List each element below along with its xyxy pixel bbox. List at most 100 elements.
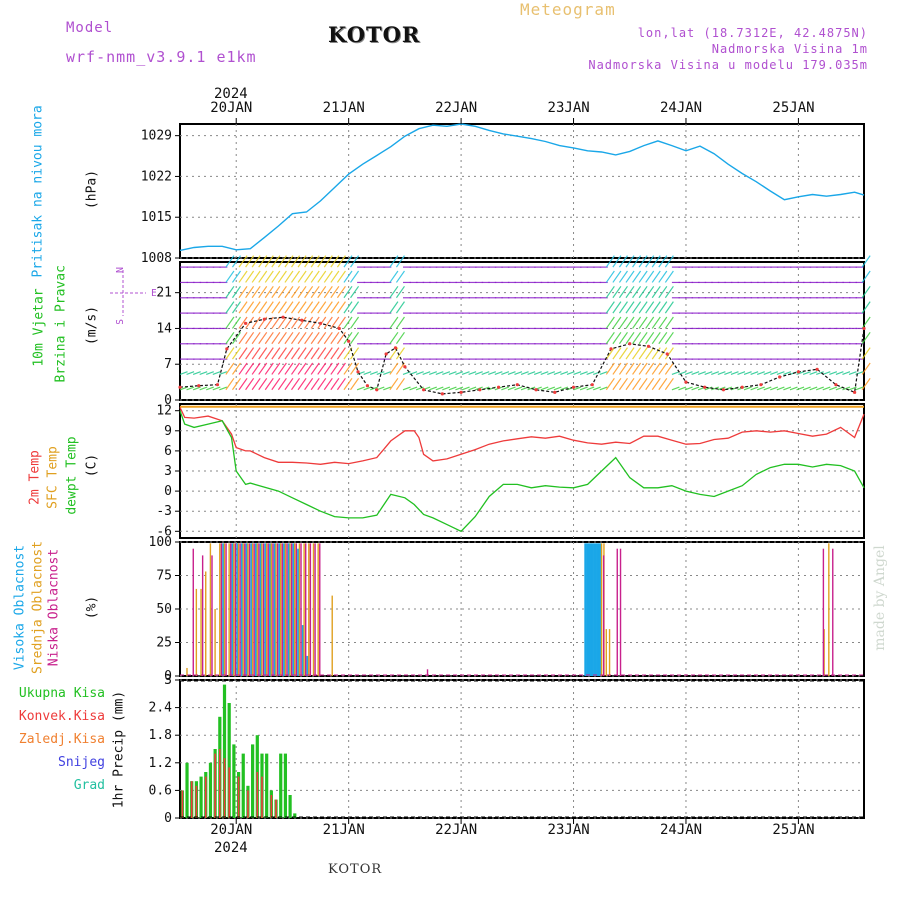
wind-speed-point	[337, 326, 341, 331]
wind-barb	[225, 316, 235, 329]
wind-barb	[481, 371, 490, 376]
wind-barb	[284, 270, 294, 283]
wind-barb	[251, 362, 261, 375]
wind-barb	[336, 362, 346, 375]
wind-barb	[625, 347, 635, 360]
cloud-bar	[265, 543, 268, 676]
wind-barb	[291, 347, 301, 360]
cloud-bar	[192, 548, 194, 676]
y-tick-label: -3	[156, 504, 172, 519]
wind-barb	[264, 362, 274, 375]
wind-barb	[527, 371, 536, 376]
wind-barb	[848, 371, 857, 376]
wind-barb	[638, 255, 648, 268]
y-tick-label: 0.6	[149, 783, 172, 798]
wind-barb	[750, 386, 759, 391]
wind-barb	[395, 270, 405, 283]
bottom-date-label: 25JAN	[772, 822, 815, 838]
wind-barb	[212, 386, 221, 391]
wind-barb	[402, 386, 411, 391]
cloud-bar	[219, 543, 221, 676]
wind-barb	[225, 362, 235, 375]
cloud-bar	[286, 543, 288, 676]
wind-barb	[507, 371, 516, 376]
wind-barb	[291, 255, 301, 268]
model-name: wrf-nmm_v3.9.1 e1km	[66, 48, 257, 66]
location-title: KOTOR	[328, 22, 421, 47]
wind-barb	[310, 255, 320, 268]
wind-speed-point	[478, 388, 482, 392]
y-tick-label: 1008	[141, 251, 172, 266]
wind-barb	[245, 270, 255, 283]
precip-legend-item: Ukupna Kisa	[18, 686, 105, 701]
wind-barb	[651, 255, 661, 268]
wind-barb	[284, 255, 294, 268]
wind-barb	[658, 362, 668, 375]
precip-total-bar	[232, 744, 236, 818]
wind-barb	[789, 386, 798, 391]
wind-barb	[317, 362, 327, 375]
cloud-bar	[233, 543, 235, 676]
wind-speed-point	[778, 375, 782, 379]
wind-barb	[855, 386, 864, 391]
wind-barb	[251, 316, 261, 329]
wind-barb	[632, 270, 642, 283]
cloud-bar	[247, 543, 249, 676]
wind-barb	[605, 255, 615, 268]
wind-barb	[625, 301, 635, 314]
wind-barb	[258, 331, 268, 345]
precip-conv-bar	[256, 772, 259, 818]
wind-barb	[861, 377, 871, 391]
precip-total-bar	[241, 753, 245, 818]
wind-speed-point	[356, 370, 360, 374]
precip-conv-bar	[275, 799, 277, 818]
wind-barb	[724, 371, 733, 376]
wind-barb	[448, 371, 457, 376]
cloud-bar	[297, 548, 300, 676]
wind-barb	[816, 386, 824, 391]
y-tick-label: 1.8	[149, 728, 172, 743]
wind-barb	[343, 270, 353, 283]
wind-barb	[297, 270, 307, 283]
wind-barb	[271, 285, 281, 299]
pressure-line	[179, 123, 865, 252]
wind-speed-point	[225, 347, 229, 351]
wind-barb	[553, 371, 562, 376]
wind-barb	[206, 371, 214, 376]
y-tick-label: 75	[156, 569, 172, 584]
wind-barb	[553, 386, 562, 391]
top-date-label: 24JAN	[659, 100, 703, 116]
wind-barb	[343, 301, 353, 314]
wind-barb	[231, 255, 241, 268]
cloud-bar	[300, 543, 302, 676]
wind-barb	[848, 386, 857, 391]
wind-barb	[415, 371, 424, 376]
wind-barb	[612, 255, 622, 268]
wind-barb	[330, 362, 340, 375]
cloud-bar	[312, 543, 315, 676]
wind-barb	[179, 386, 188, 391]
altitude-text: Nadmorska Visina 1m	[711, 42, 868, 56]
wind-barb	[625, 285, 635, 299]
wind-barb	[501, 371, 510, 376]
cloud-bar	[309, 543, 312, 676]
wind-barb	[579, 386, 588, 391]
top-date-label: 20JAN	[210, 100, 253, 116]
precip-total-bar	[288, 795, 292, 818]
wind-barb	[323, 316, 333, 329]
precip-legend-item: Konvek.Kisa	[18, 709, 105, 724]
cloud-bar	[245, 543, 249, 676]
cloud-bar	[200, 588, 202, 676]
wind-barb	[540, 386, 549, 391]
wind-barb	[743, 386, 752, 391]
wind-barb	[336, 255, 346, 268]
wind-barb	[861, 301, 871, 314]
wind-barb	[212, 371, 221, 376]
wind-barb	[802, 371, 811, 376]
wind-barb	[245, 347, 255, 360]
wind-barb	[206, 386, 214, 391]
wind-barb	[861, 285, 871, 299]
wind-barb	[271, 331, 281, 345]
wind-barb	[651, 316, 661, 329]
